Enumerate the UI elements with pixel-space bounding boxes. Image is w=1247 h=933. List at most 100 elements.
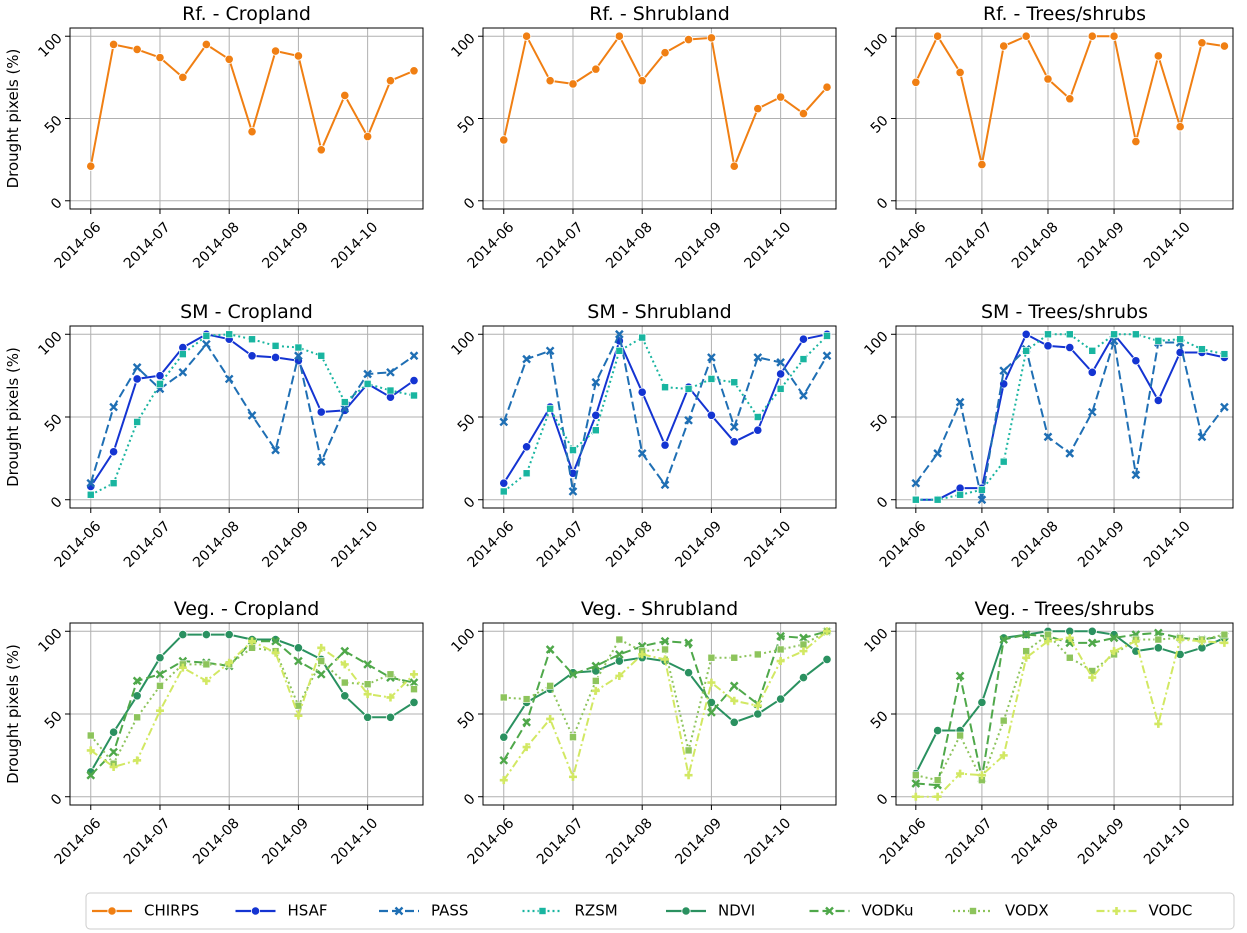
data-point (615, 671, 624, 680)
x-tick-label: 2014-08 (603, 518, 656, 571)
x-tick-label: 2014-07 (534, 815, 587, 868)
data-point (224, 629, 234, 640)
data-point (661, 655, 670, 664)
data-point (270, 46, 281, 56)
x-tick-label: 2014-06 (52, 815, 105, 868)
data-point (729, 161, 739, 171)
data-point (1044, 330, 1052, 339)
data-point (1021, 329, 1031, 339)
data-point (684, 746, 693, 755)
x-tick-label: 2014-08 (190, 815, 243, 868)
x-tick-label: 2014-06 (465, 815, 518, 868)
x-tick-label: 2014-09 (672, 518, 725, 571)
x-tick-label: 2014-07 (121, 219, 174, 272)
data-point (1197, 38, 1207, 48)
data-point (706, 410, 717, 420)
data-point (409, 66, 419, 76)
data-point (132, 363, 142, 372)
data-point (522, 442, 532, 452)
y-tick-label: 50 (42, 708, 66, 732)
data-point (729, 422, 739, 432)
data-point (202, 660, 211, 669)
data-point (729, 437, 739, 447)
data-point (1220, 350, 1229, 358)
data-point (499, 487, 508, 496)
data-point (316, 145, 326, 155)
data-point (178, 367, 188, 377)
x-tick-label: 2014-10 (742, 815, 795, 868)
data-point (912, 771, 920, 780)
data-point (409, 697, 419, 708)
data-point (569, 446, 577, 454)
data-point (591, 410, 601, 420)
data-point (822, 82, 832, 92)
data-point (202, 332, 211, 340)
data-point (911, 77, 921, 87)
data-point (955, 397, 965, 407)
x-tick-label: 2014-09 (1075, 815, 1128, 868)
panel-title: SM - Shrubland (587, 301, 731, 323)
x-tick-label: 2014-08 (603, 815, 656, 868)
data-point (776, 369, 786, 379)
data-point (109, 447, 119, 457)
data-point (317, 657, 326, 665)
data-point (978, 485, 986, 494)
data-point (568, 772, 577, 781)
data-point (1021, 630, 1031, 639)
data-point (707, 375, 716, 383)
y-tick-label: 50 (868, 708, 892, 732)
data-point (247, 351, 257, 361)
data-point (317, 643, 326, 652)
data-point (156, 380, 164, 388)
data-point (661, 645, 669, 654)
data-point (340, 660, 349, 669)
data-point (1131, 136, 1141, 147)
data-point (133, 713, 141, 722)
data-point (977, 771, 986, 780)
legend-marker (1112, 907, 1121, 915)
data-point (1043, 432, 1053, 442)
data-point (1088, 347, 1097, 355)
data-point (615, 329, 624, 339)
data-point (86, 731, 95, 740)
data-point (911, 478, 921, 488)
panel-5: 0 50 100 2014-06 2014-07 2014-08 2014-09 2014-1… (448, 301, 837, 571)
data-point (386, 386, 395, 395)
data-point (822, 654, 832, 665)
data-point (109, 39, 119, 50)
data-point (1153, 395, 1163, 406)
x-tick-label: 2014-08 (1009, 815, 1062, 868)
data-point (615, 347, 624, 355)
data-point (637, 449, 647, 458)
data-point (753, 701, 762, 710)
data-point (707, 707, 716, 717)
data-point (224, 374, 234, 384)
data-point (753, 104, 763, 114)
data-point (363, 369, 372, 379)
data-point (271, 648, 280, 657)
y-axis-label: Drought pixels (%) (4, 49, 22, 189)
data-point (499, 732, 509, 742)
legend-label: RZSM (575, 902, 618, 920)
data-point (109, 762, 118, 771)
x-tick-label: 2014-07 (121, 518, 174, 571)
legend-marker (107, 906, 117, 916)
data-point (340, 398, 349, 406)
data-point (933, 449, 942, 458)
data-point (132, 44, 142, 54)
data-point (999, 457, 1008, 466)
data-point (1153, 643, 1163, 653)
data-point (86, 490, 95, 499)
data-point (660, 48, 670, 58)
data-point (568, 487, 578, 496)
data-point (1197, 637, 1206, 646)
data-point (799, 355, 808, 363)
data-point (683, 668, 694, 678)
data-point (224, 54, 234, 64)
data-point (522, 717, 531, 727)
data-point (386, 670, 395, 679)
data-point (363, 132, 373, 142)
x-tick-label: 2014-10 (1141, 219, 1194, 272)
data-point (545, 645, 555, 654)
data-point (499, 776, 508, 785)
